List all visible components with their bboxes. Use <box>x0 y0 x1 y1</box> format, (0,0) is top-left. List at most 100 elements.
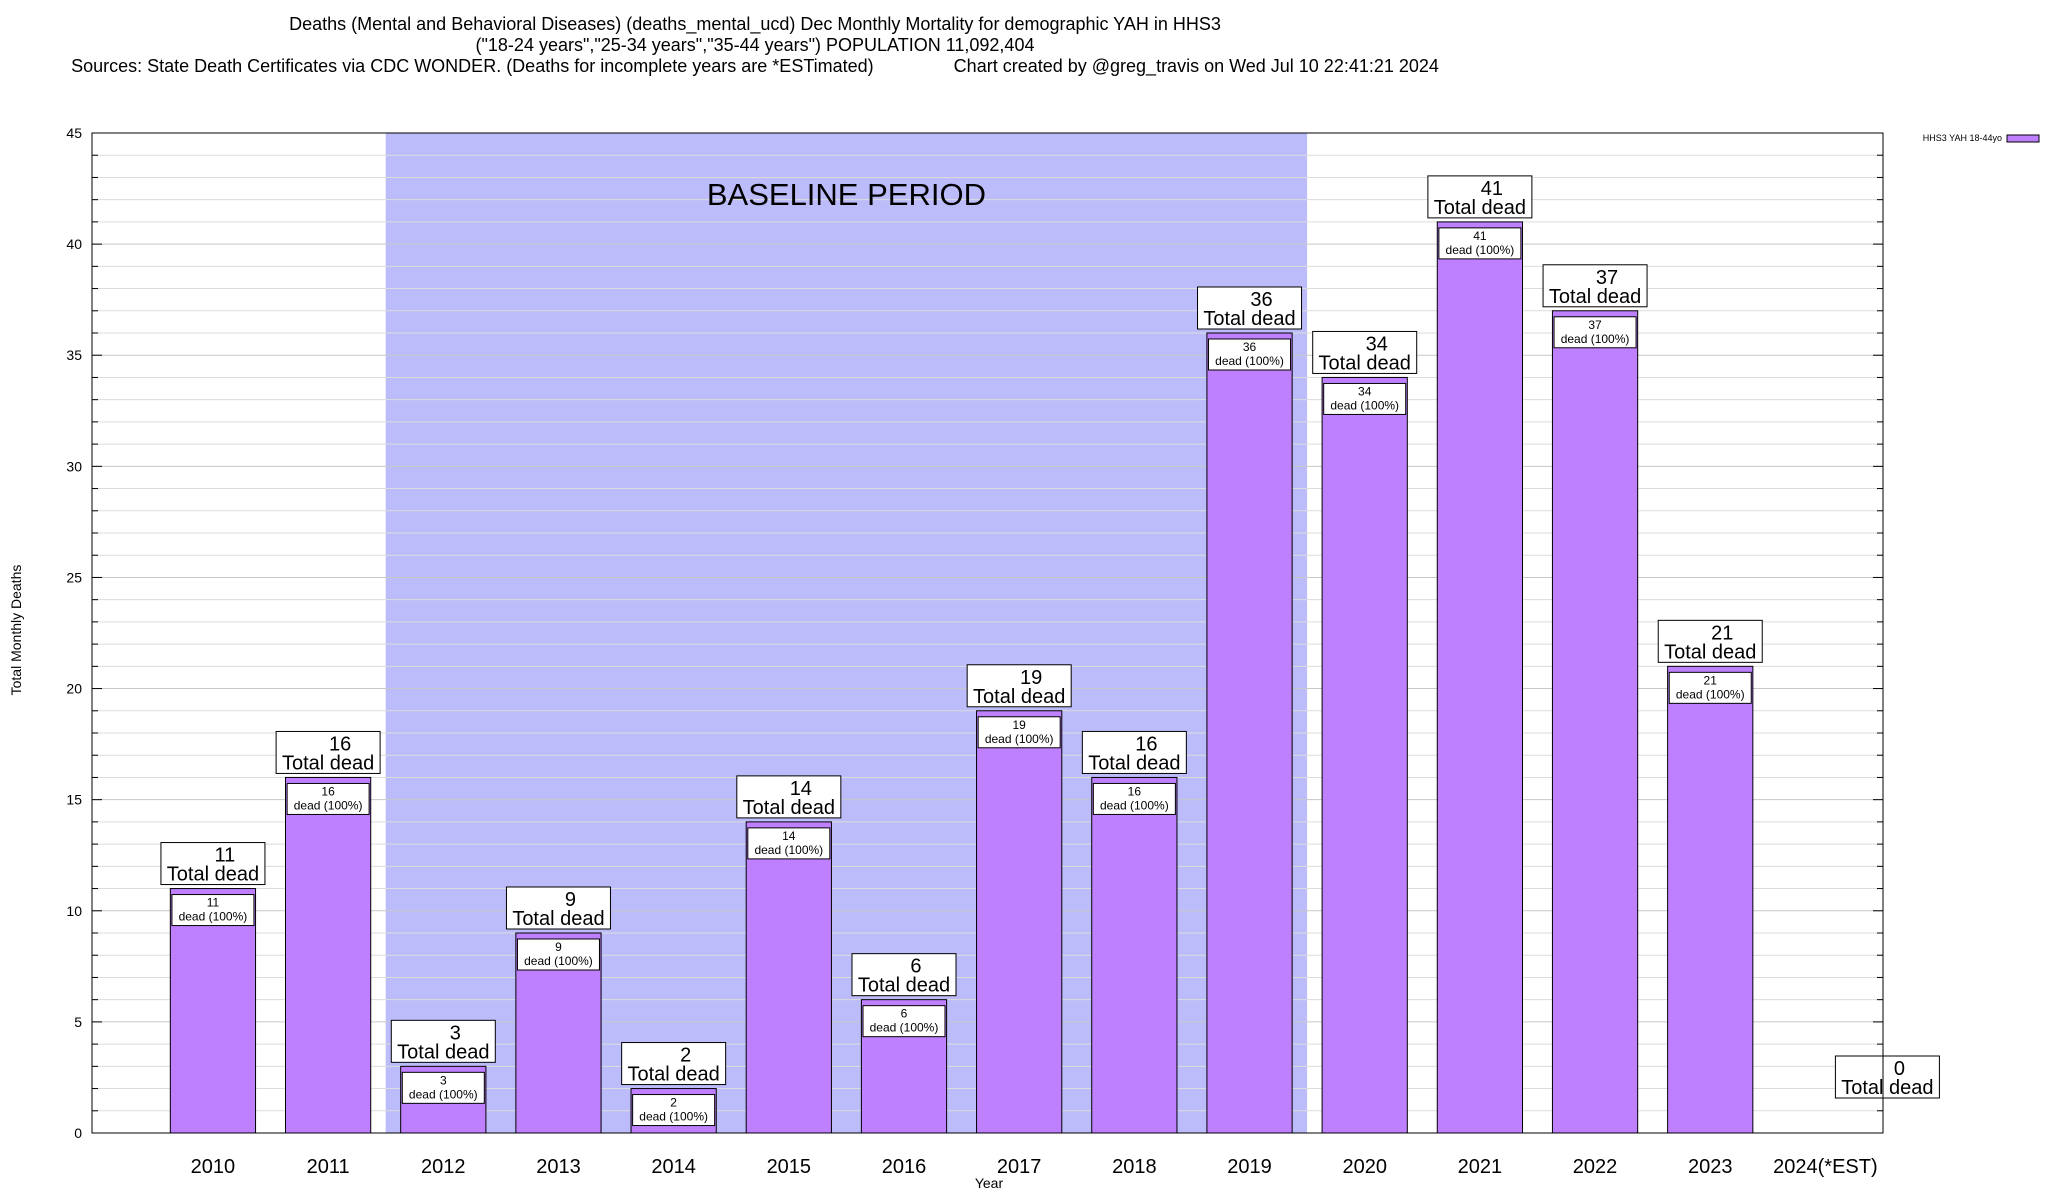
title-line-3: Sources: State Death Certificates via CD… <box>71 56 1439 76</box>
total-label-box <box>1312 330 1418 374</box>
total-value-label: 37 <box>1596 267 1618 289</box>
total-dead-label: Total dead <box>627 1064 719 1086</box>
x-tick-label: 2018 <box>1112 1156 1157 1178</box>
total-value-label: 21 <box>1711 622 1733 644</box>
x-tick-label: 2011 <box>307 1156 350 1178</box>
bar <box>1667 665 1754 1134</box>
x-tick-label: 2022 <box>1573 1156 1618 1178</box>
total-dead-label: Total dead <box>282 752 374 774</box>
legend-swatch <box>2006 134 2040 143</box>
baseline-label: BASELINE PERIOD <box>707 177 986 212</box>
total-value-label: 36 <box>1250 289 1272 311</box>
bar-inner-label: dead (100%) <box>409 1087 478 1101</box>
bar-inner-value: 2 <box>670 1096 677 1110</box>
x-tick-label: 2012 <box>421 1156 466 1178</box>
x-tick-label: 2017 <box>997 1156 1042 1178</box>
x-tick-label: 2016 <box>882 1156 927 1178</box>
bar <box>1436 221 1523 1134</box>
total-dead-label: Total dead <box>1549 286 1641 308</box>
x-tick-label: 2013 <box>536 1156 581 1178</box>
y-tick-label: 20 <box>66 681 82 697</box>
total-value-label: 16 <box>1135 733 1157 755</box>
bar-inner-label-box <box>862 1005 946 1038</box>
bar-inner-value: 36 <box>1243 340 1257 354</box>
bar <box>284 776 372 1134</box>
bar-inner-label-box <box>1553 316 1637 349</box>
total-value-label: 2 <box>680 1045 691 1067</box>
bar-inner-label-box <box>1668 671 1752 704</box>
total-value-label: 14 <box>790 778 812 800</box>
total-dead-label: Total dead <box>167 864 259 886</box>
y-tick-label: 30 <box>66 458 82 474</box>
bar-inner-label-box <box>171 894 255 927</box>
total-label-box <box>1542 264 1648 308</box>
total-dead-label: Total dead <box>1088 752 1180 774</box>
bar-inner-value: 16 <box>1128 784 1142 798</box>
total-label-box <box>1657 619 1763 663</box>
total-label-box <box>1081 730 1187 774</box>
total-value-label: 19 <box>1020 667 1042 689</box>
bar-inner-label: dead (100%) <box>524 954 593 968</box>
bar-inner-label-box <box>747 827 831 860</box>
bar <box>1551 310 1639 1134</box>
x-tick-label: 2024(*EST) <box>1773 1156 1878 1178</box>
total-value-label: 41 <box>1481 178 1503 200</box>
bar-inner-value: 3 <box>440 1073 447 1087</box>
plot-frame <box>91 132 1884 1134</box>
y-tick-label: 15 <box>66 792 82 808</box>
bar-inner-label: dead (100%) <box>1330 398 1399 412</box>
title-line-2: ("18-24 years","25-34 years","35-44 year… <box>475 35 1035 55</box>
title-line-1: Deaths (Mental and Behavioral Diseases) … <box>289 14 1221 34</box>
bar <box>1206 332 1293 1134</box>
total-dead-label: Total dead <box>743 797 835 819</box>
bar-inner-label-box <box>516 938 600 971</box>
bar-inner-label: dead (100%) <box>1446 243 1515 257</box>
bar-inner-value: 19 <box>1012 718 1026 732</box>
total-value-label: 16 <box>329 733 351 755</box>
bar-inner-label: dead (100%) <box>1561 332 1630 346</box>
x-tick-label: 2010 <box>191 1156 236 1178</box>
legend-label: HHS3 YAH 18-44yo <box>1923 133 2002 143</box>
bar-inner-label: dead (100%) <box>754 843 823 857</box>
bar-inner-value: 34 <box>1358 384 1372 398</box>
total-dead-label: Total dead <box>1203 308 1295 330</box>
total-label-box <box>966 664 1072 708</box>
bar-inner-value: 6 <box>901 1007 908 1021</box>
total-label-box <box>1834 1055 1940 1099</box>
bar-inner-value: 21 <box>1704 673 1718 687</box>
x-tick-label: 2019 <box>1227 1156 1272 1178</box>
total-dead-label: Total dead <box>1664 641 1756 663</box>
bar-inner-value: 14 <box>782 829 796 843</box>
bar-inner-value: 41 <box>1473 229 1487 243</box>
y-tick-label: 0 <box>74 1125 82 1141</box>
total-dead-label: Total dead <box>397 1041 489 1063</box>
total-label-box <box>736 775 842 819</box>
bar-inner-label: dead (100%) <box>179 910 248 924</box>
total-label-box <box>1197 286 1303 330</box>
bar-inner-value: 11 <box>207 896 220 910</box>
total-value-label: 9 <box>565 889 576 911</box>
y-tick-label: 5 <box>74 1014 82 1030</box>
y-tick-label: 45 <box>66 125 82 141</box>
total-value-label: 0 <box>1894 1058 1905 1080</box>
bar-inner-label: dead (100%) <box>1676 687 1745 701</box>
y-tick-label: 25 <box>66 569 82 585</box>
bar <box>169 888 257 1134</box>
bar-inner-label: dead (100%) <box>294 798 363 812</box>
x-tick-label: 2015 <box>767 1156 812 1178</box>
total-value-label: 11 <box>215 845 236 867</box>
x-tick-label: 2014 <box>651 1156 696 1178</box>
total-value-label: 34 <box>1366 333 1388 355</box>
total-label-box <box>621 1042 727 1086</box>
bar-inner-label-box <box>401 1071 485 1104</box>
bar-inner-value: 16 <box>321 784 335 798</box>
x-tick-label: 2020 <box>1342 1156 1387 1178</box>
x-tick-label: 2023 <box>1688 1156 1733 1178</box>
bar-inner-label: dead (100%) <box>1215 354 1284 368</box>
total-label-box <box>390 1019 496 1063</box>
bar-inner-label-box <box>1208 338 1292 371</box>
bar-inner-value: 37 <box>1588 318 1602 332</box>
bar <box>745 821 832 1134</box>
total-label-box <box>505 886 611 930</box>
